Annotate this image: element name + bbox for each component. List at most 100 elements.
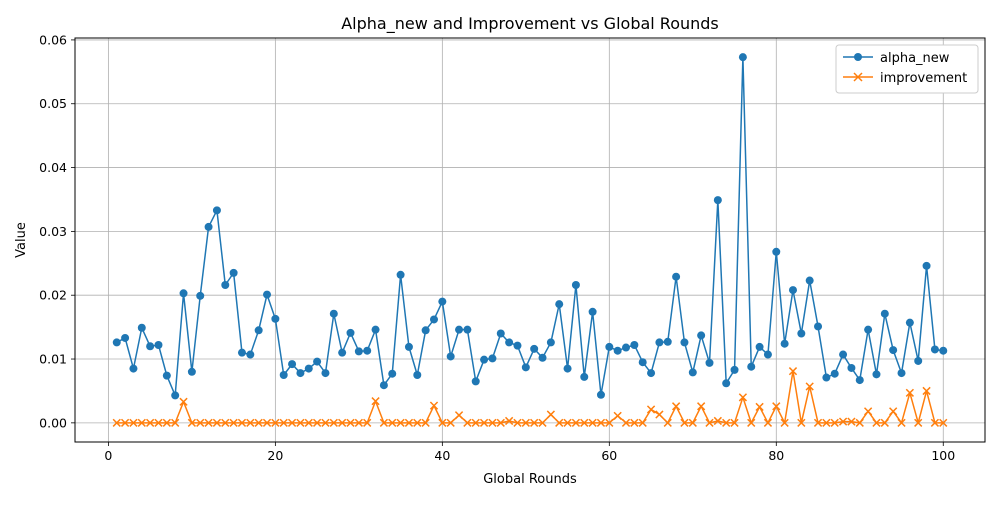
data-point <box>121 333 130 342</box>
data-point <box>788 286 797 295</box>
data-point <box>680 418 689 427</box>
data-point <box>505 338 514 347</box>
data-point <box>338 348 347 357</box>
data-point <box>655 338 664 347</box>
legend-marker-alpha-new <box>854 53 862 61</box>
series-line-improvement <box>116 370 944 424</box>
x-tick-label: 80 <box>768 448 784 463</box>
y-tick-label: 0.04 <box>39 160 67 175</box>
data-point <box>889 407 898 416</box>
data-point <box>914 356 923 365</box>
data-point <box>229 418 238 427</box>
data-point <box>939 418 948 427</box>
data-point <box>429 315 438 324</box>
data-point <box>137 418 146 427</box>
data-point <box>396 418 405 427</box>
data-point <box>338 418 347 427</box>
data-point <box>922 261 931 270</box>
data-point <box>630 340 639 349</box>
data-point <box>246 350 255 359</box>
data-point <box>312 418 322 427</box>
data-point <box>688 418 697 427</box>
data-point <box>680 338 689 347</box>
data-point <box>413 370 422 379</box>
data-point <box>404 342 413 351</box>
data-point <box>363 346 372 355</box>
data-point <box>279 418 288 427</box>
data-point <box>713 416 722 426</box>
data-point <box>755 342 764 351</box>
data-point <box>571 280 580 289</box>
data-point <box>555 300 564 309</box>
data-point <box>296 418 305 427</box>
data-point <box>254 418 263 427</box>
data-point <box>296 369 305 378</box>
data-point <box>755 402 764 412</box>
data-point <box>530 418 539 427</box>
data-point <box>872 370 881 379</box>
data-point <box>788 367 798 376</box>
chart-title: Alpha_new and Improvement vs Global Roun… <box>341 14 719 34</box>
data-point <box>346 328 355 337</box>
data-point <box>697 402 706 411</box>
data-point <box>129 364 138 373</box>
legend-label-improvement: improvement <box>880 71 967 86</box>
data-point <box>705 358 714 367</box>
data-point <box>446 352 455 361</box>
data-point <box>329 309 338 318</box>
data-point <box>471 418 480 427</box>
data-point <box>221 280 230 289</box>
data-point <box>838 417 848 426</box>
data-point <box>596 390 605 399</box>
data-point <box>772 402 781 411</box>
axis-ticks: 0 20 40 60 80 100 0.00 0.01 0.02 0.03 0.04 0.05 0.06 <box>39 32 955 463</box>
data-point <box>479 418 489 427</box>
data-point <box>521 363 530 372</box>
data-point <box>112 418 121 427</box>
y-tick-label: 0.03 <box>39 224 67 239</box>
data-point <box>880 309 889 318</box>
data-point <box>730 418 739 427</box>
data-point <box>171 418 180 427</box>
data-point <box>379 418 389 427</box>
data-point <box>538 418 547 427</box>
data-point <box>763 418 773 427</box>
data-point <box>421 418 430 427</box>
data-point <box>438 297 447 306</box>
data-point <box>446 418 455 427</box>
data-point <box>304 418 313 427</box>
data-point <box>588 307 597 316</box>
data-point <box>830 418 839 427</box>
data-point <box>262 418 272 427</box>
data-point <box>747 418 756 427</box>
data-point <box>196 291 205 300</box>
data-point <box>388 418 397 427</box>
x-axis-label: Global Rounds <box>483 472 577 487</box>
data-point <box>179 289 188 298</box>
series-points-alpha-new <box>112 53 948 400</box>
data-point <box>730 365 739 374</box>
data-point <box>688 368 697 377</box>
data-point <box>813 418 823 427</box>
data-point <box>672 272 681 281</box>
data-point <box>713 196 722 205</box>
data-point <box>705 418 714 427</box>
data-point <box>263 290 272 299</box>
data-point <box>847 417 856 426</box>
data-point <box>914 418 923 427</box>
data-point <box>212 418 222 427</box>
data-point <box>162 418 171 427</box>
plot-area <box>74 37 986 443</box>
data-point <box>271 418 280 427</box>
data-point <box>780 339 789 348</box>
data-point <box>571 418 581 427</box>
data-point <box>496 418 505 427</box>
data-point <box>780 418 789 427</box>
series-points-improvement <box>112 367 948 427</box>
data-point <box>538 353 547 362</box>
data-point <box>763 350 772 359</box>
data-point <box>939 346 948 355</box>
data-point <box>504 416 514 426</box>
data-point <box>805 382 814 391</box>
